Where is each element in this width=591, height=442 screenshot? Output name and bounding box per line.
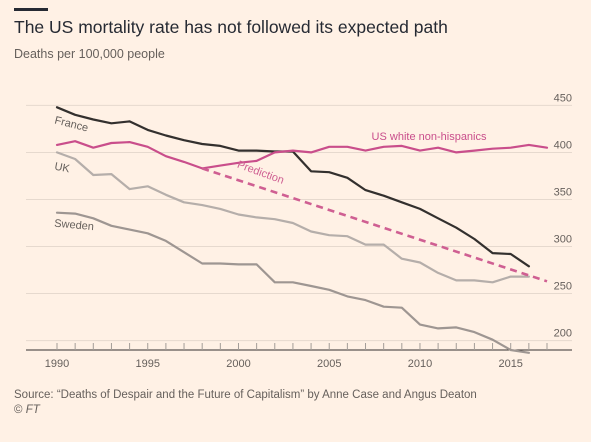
annotation-prediction: Prediction (235, 159, 285, 187)
y-tick-label-250: 250 (554, 281, 572, 293)
annotation-us: US white non-hispanics (372, 131, 487, 143)
x-tick-label-1990: 1990 (45, 358, 69, 370)
y-tick-label-450: 450 (554, 92, 572, 104)
y-axis-labels: 200 250 300 350 400 450 (554, 92, 572, 339)
ft-label: FT (25, 404, 40, 416)
y-tick-label-350: 350 (554, 186, 572, 198)
series-line-prediction (201, 167, 548, 283)
series-line-uk (55, 151, 531, 284)
chart-title: The US mortality rate has not followed i… (14, 17, 448, 37)
series-line-sweden (55, 211, 531, 354)
grid-lines (26, 104, 572, 342)
copyright-symbol: © (14, 404, 23, 416)
chart-subtitle: Deaths per 100,000 people (14, 47, 165, 61)
y-tick-label-400: 400 (554, 139, 572, 151)
x-tick-label-2000: 2000 (226, 358, 250, 370)
x-axis: 1990 1995 2000 2005 2010 2015 (26, 343, 572, 370)
y-tick-label-300: 300 (554, 234, 572, 246)
source-note: Source: “Deaths of Despair and the Futur… (14, 389, 477, 401)
x-tick-label-2015: 2015 (498, 358, 522, 370)
series-lines (55, 106, 549, 354)
copyright-note: © FT (14, 404, 40, 416)
series-line-us-white-non-hispanics (55, 140, 549, 170)
annotation-uk: UK (53, 161, 71, 176)
annotation-sweden: Sweden (54, 218, 95, 233)
x-tick-label-1995: 1995 (135, 358, 159, 370)
x-tick-label-2005: 2005 (317, 358, 341, 370)
y-tick-label-200: 200 (554, 328, 572, 340)
title-rule (14, 8, 48, 11)
x-tick-label-2010: 2010 (408, 358, 432, 370)
